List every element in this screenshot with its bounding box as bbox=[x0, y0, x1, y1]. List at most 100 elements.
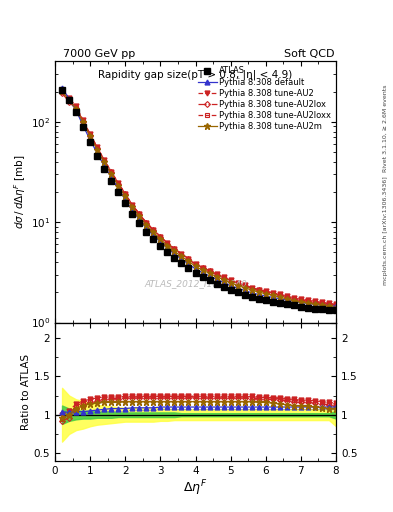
Pythia 8.308 tune-AU2lox bbox=[221, 275, 226, 281]
ATLAS bbox=[277, 300, 282, 306]
Pythia 8.308 tune-AU2loxx bbox=[144, 220, 149, 226]
Line: Pythia 8.308 tune-AU2loxx: Pythia 8.308 tune-AU2loxx bbox=[60, 89, 338, 307]
Pythia 8.308 tune-AU2 bbox=[95, 144, 99, 150]
ATLAS bbox=[207, 277, 212, 283]
Pythia 8.308 default bbox=[158, 239, 163, 245]
Pythia 8.308 tune-AU2loxx bbox=[277, 291, 282, 297]
Pythia 8.308 tune-AU2 bbox=[144, 220, 149, 226]
Pythia 8.308 tune-AU2 bbox=[193, 261, 198, 267]
ATLAS bbox=[74, 109, 79, 115]
Pythia 8.308 tune-AU2m bbox=[327, 304, 331, 310]
Pythia 8.308 tune-AU2loxx bbox=[95, 144, 99, 151]
Pythia 8.308 tune-AU2lox bbox=[158, 234, 163, 240]
Pythia 8.308 tune-AU2lox bbox=[320, 301, 324, 307]
Pythia 8.308 default bbox=[312, 301, 317, 307]
Pythia 8.308 tune-AU2loxx bbox=[130, 202, 135, 208]
Pythia 8.308 tune-AU2lox bbox=[60, 90, 64, 96]
Pythia 8.308 tune-AU2m bbox=[334, 305, 338, 311]
Pythia 8.308 tune-AU2lox bbox=[179, 251, 184, 258]
Pythia 8.308 tune-AU2 bbox=[320, 299, 324, 305]
ATLAS bbox=[256, 295, 261, 302]
ATLAS bbox=[270, 298, 275, 305]
Text: Rivet 3.1.10, ≥ 2.6M events: Rivet 3.1.10, ≥ 2.6M events bbox=[383, 84, 388, 172]
ATLAS bbox=[130, 211, 135, 217]
Pythia 8.308 tune-AU2loxx bbox=[320, 300, 324, 306]
ATLAS bbox=[102, 166, 107, 172]
ATLAS bbox=[235, 289, 240, 295]
Pythia 8.308 tune-AU2 bbox=[130, 202, 135, 208]
Pythia 8.308 tune-AU2 bbox=[263, 288, 268, 294]
Pythia 8.308 tune-AU2m bbox=[256, 289, 261, 295]
Pythia 8.308 default bbox=[256, 291, 261, 297]
Pythia 8.308 tune-AU2loxx bbox=[214, 271, 219, 277]
Pythia 8.308 tune-AU2 bbox=[179, 251, 184, 257]
Pythia 8.308 tune-AU2m bbox=[130, 204, 135, 210]
ATLAS bbox=[60, 87, 64, 93]
Pythia 8.308 tune-AU2 bbox=[306, 297, 310, 303]
Pythia 8.308 tune-AU2lox bbox=[151, 227, 156, 233]
Pythia 8.308 default bbox=[81, 123, 86, 129]
Pythia 8.308 tune-AU2lox bbox=[306, 298, 310, 304]
Pythia 8.308 default bbox=[95, 150, 99, 156]
Pythia 8.308 tune-AU2lox bbox=[109, 169, 114, 175]
Pythia 8.308 tune-AU2 bbox=[200, 265, 205, 271]
Pythia 8.308 tune-AU2m bbox=[144, 222, 149, 228]
Pythia 8.308 default bbox=[172, 251, 177, 257]
Pythia 8.308 tune-AU2 bbox=[327, 300, 331, 306]
Pythia 8.308 tune-AU2m bbox=[270, 292, 275, 298]
Pythia 8.308 tune-AU2m bbox=[263, 291, 268, 297]
Pythia 8.308 tune-AU2loxx bbox=[221, 274, 226, 281]
Pythia 8.308 tune-AU2m bbox=[88, 133, 92, 139]
Pythia 8.308 tune-AU2lox bbox=[214, 272, 219, 278]
Pythia 8.308 default bbox=[186, 261, 191, 267]
Pythia 8.308 tune-AU2loxx bbox=[81, 118, 86, 124]
Pythia 8.308 tune-AU2m bbox=[137, 213, 142, 219]
Pythia 8.308 tune-AU2m bbox=[193, 263, 198, 269]
ATLAS bbox=[165, 249, 170, 255]
ATLAS bbox=[320, 306, 324, 312]
Pythia 8.308 tune-AU2lox bbox=[144, 220, 149, 226]
Pythia 8.308 tune-AU2m bbox=[116, 182, 121, 188]
Y-axis label: Ratio to ATLAS: Ratio to ATLAS bbox=[21, 354, 31, 430]
Pythia 8.308 tune-AU2lox bbox=[193, 262, 198, 268]
ATLAS bbox=[242, 291, 247, 297]
ATLAS bbox=[95, 153, 99, 159]
Pythia 8.308 tune-AU2loxx bbox=[137, 210, 142, 217]
Line: Pythia 8.308 default: Pythia 8.308 default bbox=[60, 86, 338, 309]
Pythia 8.308 default bbox=[179, 256, 184, 262]
Pythia 8.308 default bbox=[292, 298, 296, 305]
Pythia 8.308 default bbox=[123, 197, 128, 203]
Line: ATLAS: ATLAS bbox=[59, 87, 339, 313]
Pythia 8.308 tune-AU2m bbox=[74, 105, 79, 112]
Pythia 8.308 tune-AU2 bbox=[158, 233, 163, 240]
Pythia 8.308 tune-AU2lox bbox=[200, 265, 205, 271]
Pythia 8.308 tune-AU2lox bbox=[256, 287, 261, 293]
Pythia 8.308 tune-AU2loxx bbox=[186, 255, 191, 262]
Pythia 8.308 tune-AU2lox bbox=[228, 278, 233, 284]
Pythia 8.308 default bbox=[263, 293, 268, 299]
Pythia 8.308 default bbox=[277, 295, 282, 302]
Pythia 8.308 tune-AU2lox bbox=[292, 295, 296, 302]
ATLAS bbox=[137, 220, 142, 226]
Pythia 8.308 tune-AU2loxx bbox=[299, 296, 303, 303]
ATLAS bbox=[116, 189, 121, 195]
Pythia 8.308 tune-AU2loxx bbox=[200, 265, 205, 271]
Pythia 8.308 tune-AU2m bbox=[306, 300, 310, 306]
Pythia 8.308 tune-AU2lox bbox=[102, 158, 107, 164]
Pythia 8.308 tune-AU2m bbox=[320, 302, 324, 308]
Pythia 8.308 default bbox=[130, 207, 135, 214]
Text: mcplots.cern.ch [arXiv:1306.3436]: mcplots.cern.ch [arXiv:1306.3436] bbox=[383, 176, 388, 285]
Pythia 8.308 tune-AU2m bbox=[200, 267, 205, 273]
Pythia 8.308 tune-AU2lox bbox=[263, 289, 268, 295]
Pythia 8.308 default bbox=[228, 283, 233, 289]
Pythia 8.308 default bbox=[144, 225, 149, 231]
ATLAS bbox=[123, 200, 128, 206]
Pythia 8.308 tune-AU2m bbox=[179, 253, 184, 260]
Pythia 8.308 default bbox=[334, 303, 338, 309]
Pythia 8.308 default bbox=[193, 266, 198, 272]
ATLAS bbox=[306, 305, 310, 311]
Pythia 8.308 default bbox=[116, 185, 121, 191]
Pythia 8.308 tune-AU2 bbox=[81, 117, 86, 123]
Pythia 8.308 tune-AU2loxx bbox=[270, 290, 275, 296]
Pythia 8.308 tune-AU2lox bbox=[67, 99, 72, 105]
